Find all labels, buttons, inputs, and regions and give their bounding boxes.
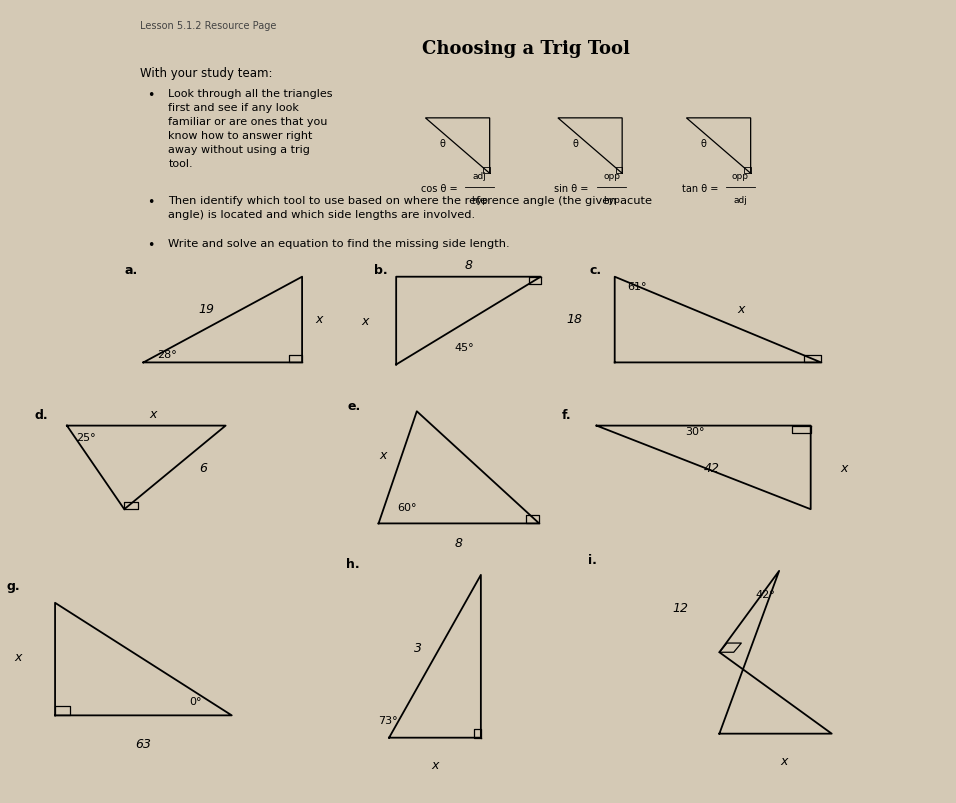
- Text: x: x: [315, 312, 323, 325]
- Text: g.: g.: [7, 579, 20, 592]
- Text: tan θ =: tan θ =: [683, 184, 722, 194]
- Text: 0°: 0°: [189, 696, 202, 707]
- Text: x: x: [840, 462, 848, 475]
- Text: opp: opp: [731, 172, 749, 181]
- Text: Write and solve an equation to find the missing side length.: Write and solve an equation to find the …: [168, 239, 511, 249]
- Text: h.: h.: [346, 557, 359, 570]
- Text: b.: b.: [374, 263, 387, 277]
- Text: d.: d.: [34, 408, 48, 422]
- Text: Then identify which tool to use based on where the reference angle (the given ac: Then identify which tool to use based on…: [168, 196, 652, 219]
- Text: x: x: [14, 650, 21, 663]
- Text: adj: adj: [472, 172, 487, 181]
- Text: 8: 8: [465, 259, 472, 271]
- Text: 42: 42: [704, 462, 720, 475]
- Text: 28°: 28°: [157, 349, 177, 360]
- Text: 73°: 73°: [378, 715, 398, 724]
- Text: Choosing a Trig Tool: Choosing a Trig Tool: [422, 39, 630, 58]
- Text: 30°: 30°: [684, 426, 705, 436]
- Text: c.: c.: [590, 263, 602, 277]
- Text: x: x: [431, 758, 439, 772]
- Text: 45°: 45°: [455, 342, 474, 353]
- Text: 25°: 25°: [76, 432, 97, 442]
- Text: i.: i.: [588, 553, 597, 566]
- Text: 3: 3: [414, 641, 422, 654]
- Text: 18: 18: [566, 312, 582, 325]
- Text: Lesson 5.1.2 Resource Page: Lesson 5.1.2 Resource Page: [141, 22, 276, 31]
- Text: 63: 63: [136, 737, 151, 750]
- Text: 60°: 60°: [398, 503, 417, 512]
- Text: θ: θ: [440, 139, 445, 149]
- Text: •: •: [147, 239, 154, 252]
- Text: θ: θ: [701, 139, 706, 149]
- Text: 8: 8: [455, 536, 463, 549]
- Text: •: •: [147, 88, 154, 102]
- Text: f.: f.: [562, 408, 572, 422]
- Text: opp: opp: [603, 172, 620, 181]
- Text: x: x: [361, 315, 369, 328]
- Text: 61°: 61°: [627, 282, 646, 291]
- Text: With your study team:: With your study team:: [141, 67, 272, 80]
- Text: a.: a.: [124, 263, 138, 277]
- Text: e.: e.: [348, 399, 361, 412]
- Text: hyp: hyp: [470, 195, 488, 205]
- Text: θ: θ: [573, 139, 578, 149]
- Text: cos θ =: cos θ =: [422, 184, 461, 194]
- Text: x: x: [149, 407, 157, 420]
- Text: 42°: 42°: [755, 589, 775, 600]
- Text: 12: 12: [672, 601, 688, 613]
- Text: x: x: [780, 754, 788, 768]
- Text: hyp: hyp: [603, 195, 620, 205]
- Text: 19: 19: [199, 302, 214, 315]
- Text: sin θ =: sin θ =: [554, 184, 592, 194]
- Text: 6: 6: [199, 462, 206, 475]
- Text: Look through all the triangles
first and see if any look
familiar or are ones th: Look through all the triangles first and…: [168, 88, 333, 169]
- Text: x: x: [738, 302, 745, 315]
- Text: adj: adj: [733, 195, 748, 205]
- Text: x: x: [379, 449, 386, 462]
- Text: •: •: [147, 196, 154, 210]
